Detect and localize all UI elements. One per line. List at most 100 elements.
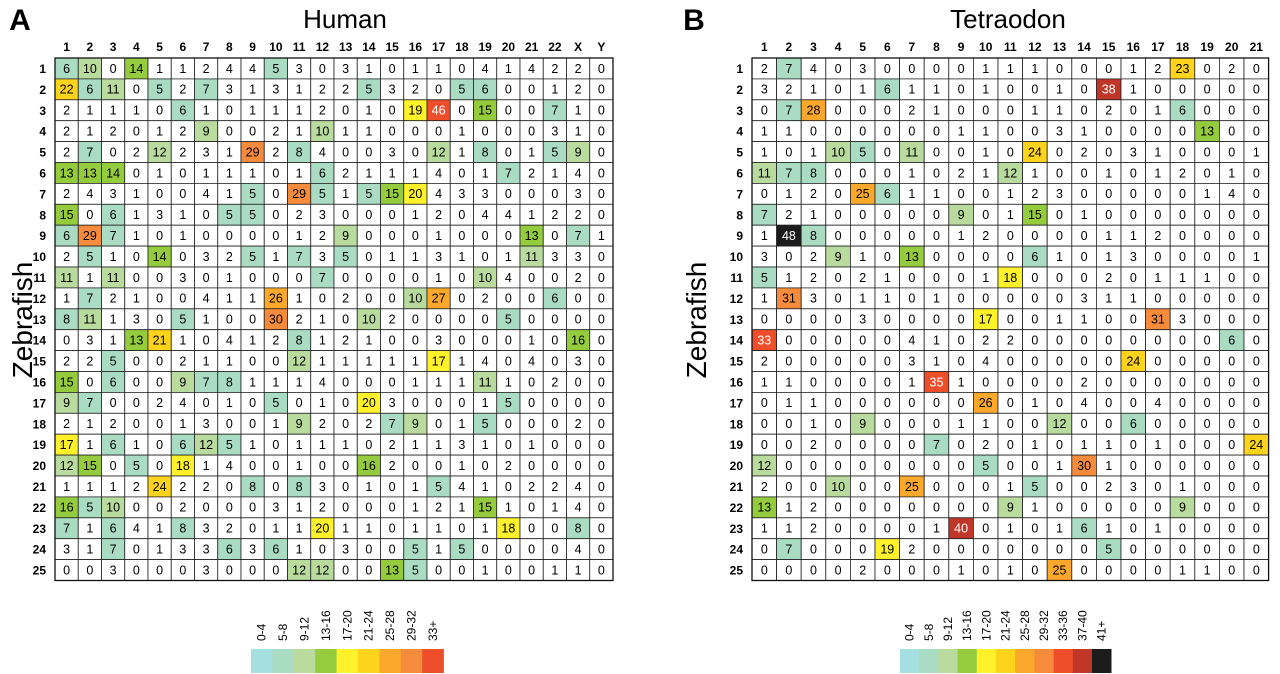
cell-value: 5 <box>342 250 349 264</box>
cell-value: 0 <box>389 104 396 118</box>
cell-value: 6 <box>179 104 186 118</box>
cell-value: 7 <box>933 438 940 452</box>
cell-value: 4 <box>319 145 326 159</box>
cell-value: 1 <box>761 375 768 389</box>
cell-value: 1 <box>482 438 489 452</box>
cell-value: 1 <box>365 354 372 368</box>
cell-value: 0 <box>203 229 210 243</box>
cell-value: 0 <box>933 62 940 76</box>
legend-swatch <box>358 649 380 673</box>
cell-value: 0 <box>156 563 163 577</box>
cell-value: 0 <box>1154 563 1161 577</box>
column-label: X <box>574 40 582 54</box>
cell-value: 2 <box>365 417 372 431</box>
cell-value: 0 <box>1130 375 1137 389</box>
cell-value: 0 <box>958 62 965 76</box>
cell-value: 0 <box>1253 480 1260 494</box>
legend-label: 13-16 <box>319 610 333 641</box>
column-label: 18 <box>455 40 469 54</box>
cell-value: 0 <box>859 104 866 118</box>
cell-value: 0 <box>598 104 605 118</box>
cell-value: 7 <box>785 104 792 118</box>
cell-value: 1 <box>1007 62 1014 76</box>
cell-value: 0 <box>575 459 582 473</box>
row-label: 19 <box>730 438 744 452</box>
cell-value: 0 <box>1253 313 1260 327</box>
cell-value: 0 <box>761 104 768 118</box>
cell-value: 10 <box>831 480 845 494</box>
cell-value: 0 <box>859 501 866 515</box>
cell-value: 3 <box>319 250 326 264</box>
row-label: 2 <box>736 83 743 97</box>
cell-value: 1 <box>1179 563 1186 577</box>
cell-value: 0 <box>761 417 768 431</box>
cell-value: 46 <box>432 104 446 118</box>
cell-value: 2 <box>761 354 768 368</box>
cell-value: 4 <box>86 187 93 201</box>
cell-value: 10 <box>408 292 422 306</box>
legend-swatch <box>400 649 423 673</box>
cell-value: 2 <box>412 83 419 97</box>
cell-value: 1 <box>272 375 279 389</box>
cell-value: 0 <box>226 480 233 494</box>
column-label: 10 <box>269 40 283 54</box>
cell-value: 1 <box>884 271 891 285</box>
cell-value: 0 <box>412 459 419 473</box>
cell-value: 1 <box>1179 271 1186 285</box>
cell-value: 1 <box>412 250 419 264</box>
cell-value: 4 <box>575 166 582 180</box>
cell-value: 12 <box>292 563 306 577</box>
cell-value: 0 <box>1179 124 1186 138</box>
cell-value: 0 <box>835 501 842 515</box>
cell-value: 0 <box>982 480 989 494</box>
cell-value: 1 <box>933 333 940 347</box>
cell-value: 0 <box>110 62 117 76</box>
cell-value: 2 <box>63 354 70 368</box>
cell-value: 0 <box>835 292 842 306</box>
cell-value: 28 <box>807 104 821 118</box>
cell-value: 0 <box>810 333 817 347</box>
cell-value: 0 <box>482 333 489 347</box>
cell-value: 0 <box>179 166 186 180</box>
cell-value: 2 <box>551 208 558 222</box>
cell-value: 0 <box>249 354 256 368</box>
cell-value: 0 <box>1154 459 1161 473</box>
cell-value: 1 <box>365 62 372 76</box>
cell-value: 3 <box>761 83 768 97</box>
row-label: 15 <box>730 355 744 369</box>
cell-value: 7 <box>86 145 93 159</box>
cell-value: 0 <box>226 563 233 577</box>
cell-value: 1 <box>810 417 817 431</box>
cell-value: 0 <box>598 333 605 347</box>
cell-value: 0 <box>389 542 396 556</box>
column-label: 20 <box>502 40 516 54</box>
cell-value: 0 <box>859 208 866 222</box>
cell-value: 11 <box>525 250 538 264</box>
legend-swatch <box>293 649 316 673</box>
cell-value: 29 <box>83 229 97 243</box>
cell-value: 2 <box>272 124 279 138</box>
cell-value: 0 <box>1253 124 1260 138</box>
cell-value: 0 <box>110 459 117 473</box>
cell-value: 0 <box>1154 333 1161 347</box>
cell-value: 2 <box>859 563 866 577</box>
cell-value: 13 <box>129 333 143 347</box>
cell-value: 0 <box>1179 375 1186 389</box>
cell-value: 0 <box>1105 62 1112 76</box>
cell-value: 0 <box>884 522 891 536</box>
legend-label: 9-12 <box>298 617 312 641</box>
cell-value: 2 <box>226 250 233 264</box>
cell-value: 0 <box>598 271 605 285</box>
cell-value: 0 <box>1179 83 1186 97</box>
cell-value: 0 <box>551 229 558 243</box>
cell-value: 1 <box>505 250 512 264</box>
cell-value: 1 <box>156 542 163 556</box>
cell-value: 10 <box>831 145 845 159</box>
cell-value: 1 <box>179 417 186 431</box>
cell-value: 5 <box>86 250 93 264</box>
legend-label: 37-40 <box>1075 610 1089 641</box>
cell-value: 0 <box>884 250 891 264</box>
cell-value: 1 <box>528 208 535 222</box>
cell-value: 0 <box>482 542 489 556</box>
cell-value: 1 <box>933 104 940 118</box>
